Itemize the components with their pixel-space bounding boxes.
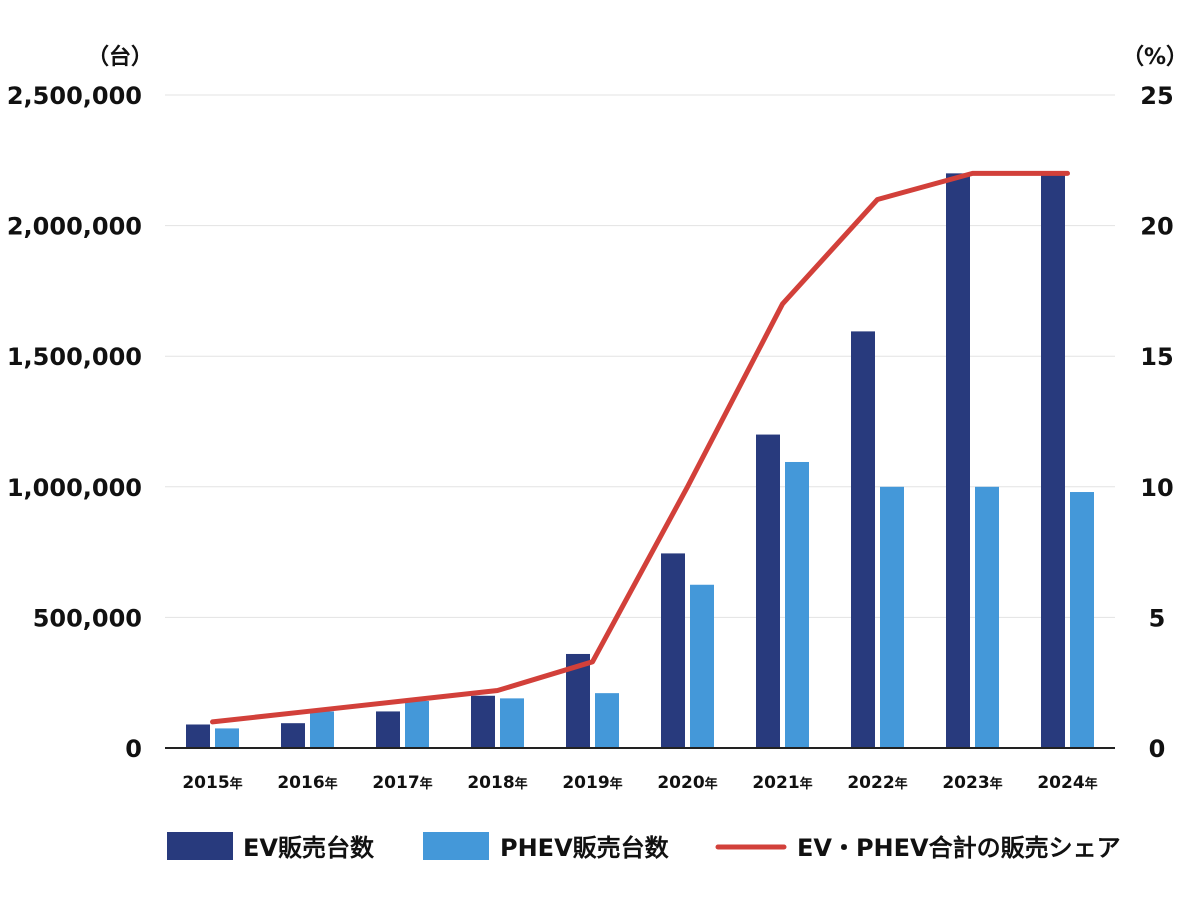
- y-right-tick-label: 25: [1140, 82, 1173, 110]
- phev-bar: [215, 728, 239, 748]
- legend-share-label: EV・PHEV合計の販売シェア: [797, 834, 1121, 862]
- x-tick-label: 2015年: [182, 773, 242, 793]
- ev-bar: [186, 724, 210, 748]
- x-tick-label: 2021年: [752, 773, 812, 793]
- phev-bar: [500, 698, 524, 748]
- phev-bar: [690, 584, 714, 748]
- y-right-tick-label: 20: [1140, 213, 1173, 241]
- ev-bar: [471, 695, 495, 748]
- phev-bar: [310, 711, 334, 748]
- phev-bar: [785, 461, 809, 748]
- x-axis: 2015年 2016年 2017年 2018年 2019年 2020年 2021年 2022年…: [182, 773, 1097, 793]
- y-axis-left: 0 500,000 1,000,000 1,500,000 2,000,000 2,500…: [7, 44, 153, 763]
- ev-bar: [756, 434, 780, 748]
- share-line-path: [210, 170, 1070, 725]
- phev-bar: [880, 486, 904, 748]
- ev-bar: [946, 173, 970, 749]
- ev-bar: [281, 723, 305, 748]
- phev-bar: [975, 486, 999, 748]
- y-right-unit: （%）: [1122, 45, 1188, 70]
- ev-bar: [661, 553, 685, 748]
- legend-ev-swatch: [167, 832, 233, 860]
- x-tick-label: 2017年: [372, 773, 432, 793]
- legend-ev-label: EV販売台数: [243, 834, 375, 862]
- y-left-tick-label: 1,500,000: [7, 343, 142, 371]
- y-left-unit: （台）: [87, 44, 153, 70]
- y-right-tick-label: 15: [1140, 343, 1173, 371]
- bars: [186, 173, 1094, 749]
- phev-bar: [595, 693, 619, 748]
- y-left-tick-label: 500,000: [33, 604, 142, 632]
- y-left-tick-label: 0: [125, 735, 142, 763]
- x-tick-label: 2020年: [657, 773, 717, 793]
- y-right-tick-label: 5: [1149, 604, 1166, 632]
- phev-bar: [405, 700, 429, 748]
- x-tick-label: 2023年: [942, 773, 1002, 793]
- y-right-tick-label: 0: [1149, 735, 1166, 763]
- ev-bar: [376, 711, 400, 748]
- legend-phev-swatch: [423, 832, 489, 860]
- share-line: [210, 170, 1070, 725]
- ev-bar: [1041, 173, 1065, 749]
- ev-bar: [851, 331, 875, 748]
- y-axis-right: 0 5 10 15 20 25 （%）: [1122, 45, 1188, 763]
- y-left-tick-label: 1,000,000: [7, 474, 142, 502]
- y-left-tick-label: 2,500,000: [7, 82, 142, 110]
- legend: EV販売台数 PHEV販売台数 EV・PHEV合計の販売シェア: [167, 832, 1121, 862]
- x-tick-label: 2016年: [277, 773, 337, 793]
- x-tick-label: 2019年: [562, 773, 622, 793]
- x-tick-label: 2024年: [1037, 773, 1097, 793]
- y-right-tick-label: 10: [1140, 474, 1173, 502]
- legend-phev-label: PHEV販売台数: [500, 834, 670, 862]
- phev-bar: [1070, 492, 1094, 748]
- y-left-tick-label: 2,000,000: [7, 213, 142, 241]
- x-tick-label: 2018年: [467, 773, 527, 793]
- x-tick-label: 2022年: [847, 773, 907, 793]
